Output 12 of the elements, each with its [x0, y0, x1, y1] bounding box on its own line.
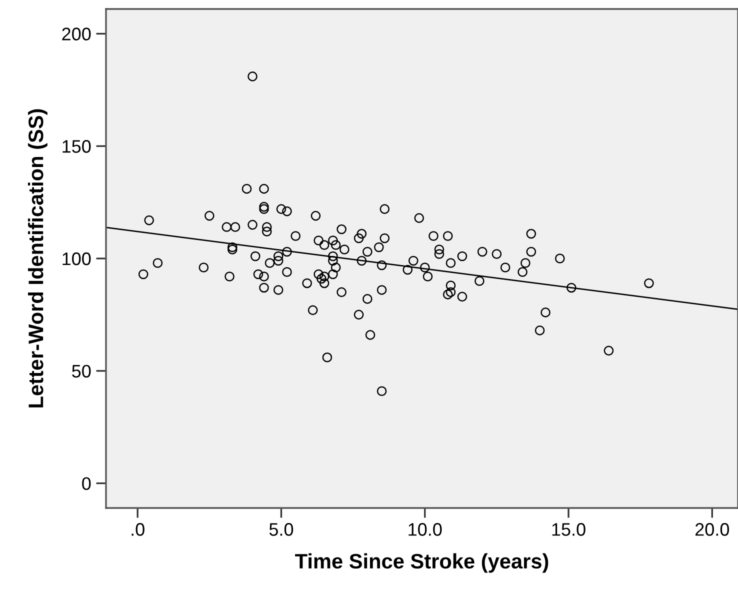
x-tick-label: 20.0 — [695, 523, 730, 536]
x-tick-label: 5.0 — [269, 523, 294, 536]
x-tick-label: .0 — [132, 523, 144, 536]
y-tick-label: 200 — [62, 28, 91, 40]
x-tick-label: 15.0 — [552, 523, 586, 536]
y-tick-label: 150 — [62, 140, 91, 153]
y-axis-title: Letter-Word Identification (SS) — [28, 109, 48, 408]
y-tick-label: 0 — [82, 477, 91, 490]
x-tick-label: 10.0 — [408, 523, 442, 536]
x-axis-title: Time Since Stroke (years) — [295, 553, 548, 573]
y-tick-label: 100 — [62, 252, 91, 266]
y-tick-label: 50 — [72, 364, 91, 378]
